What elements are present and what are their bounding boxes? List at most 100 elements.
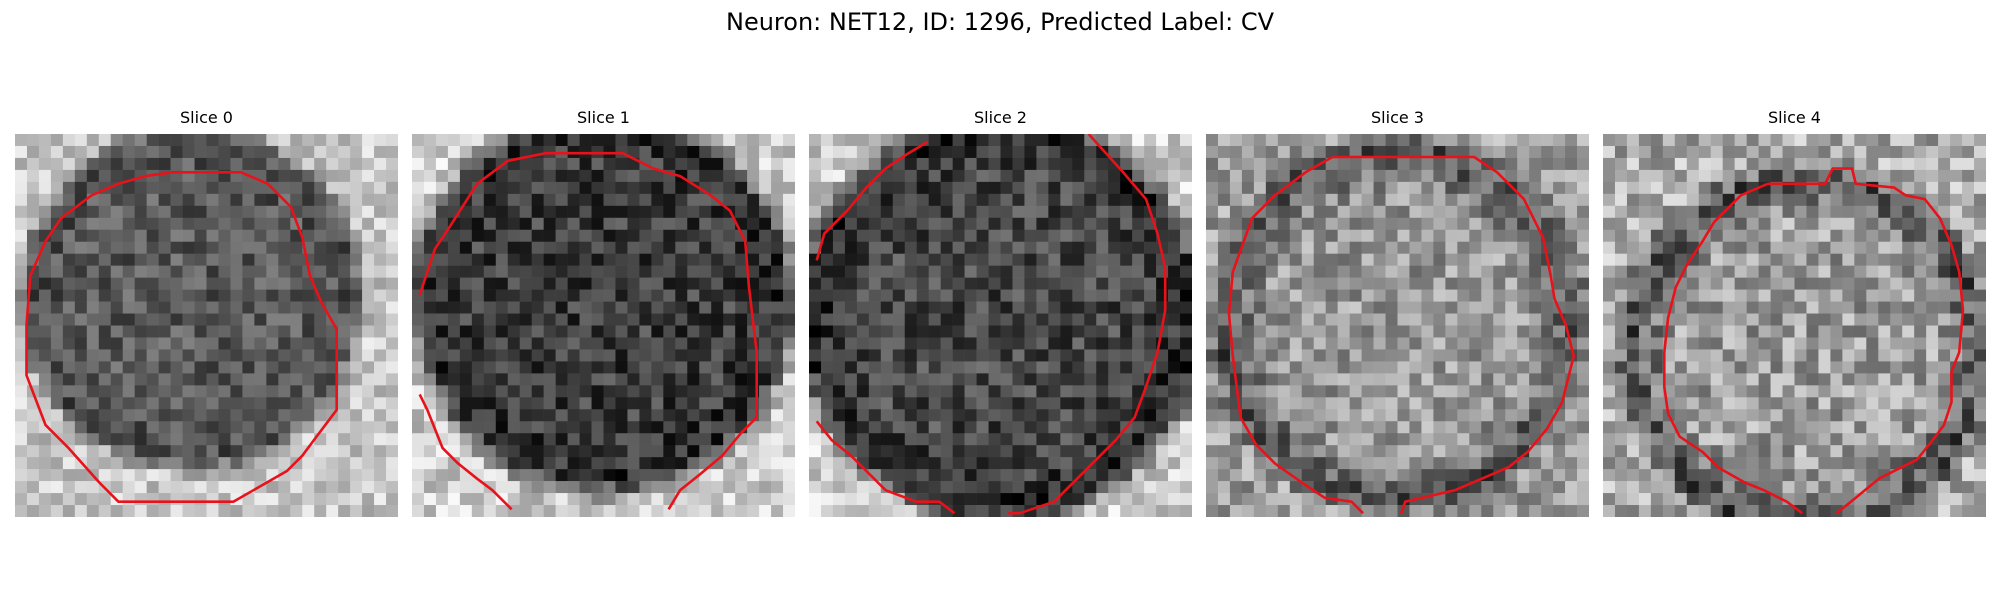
pixel [1614, 241, 1628, 254]
pixel [1397, 361, 1410, 374]
pixel [1241, 145, 1255, 159]
pixel [134, 493, 147, 506]
pixel [832, 181, 846, 195]
pixel [820, 505, 834, 517]
pixel [302, 169, 315, 183]
pixel [1337, 253, 1350, 266]
pixel [976, 457, 989, 470]
pixel [74, 409, 88, 422]
pixel [519, 134, 532, 147]
pixel [26, 361, 40, 374]
pixel [880, 181, 894, 195]
pixel [1325, 421, 1338, 434]
pixel [1746, 253, 1759, 266]
pixel [1253, 325, 1267, 338]
pixel [1361, 445, 1374, 458]
pixel [856, 397, 870, 410]
pixel [1866, 193, 1879, 207]
pixel [62, 349, 76, 362]
pixel [218, 134, 231, 147]
pixel [1638, 313, 1652, 326]
pixel [1000, 205, 1013, 219]
pixel [182, 349, 195, 362]
pixel [1445, 457, 1458, 470]
pixel [1770, 409, 1783, 422]
pixel [134, 397, 147, 410]
pixel [759, 217, 772, 231]
pixel [194, 301, 207, 314]
pixel [435, 409, 449, 422]
pixel [1156, 481, 1169, 494]
pixel [98, 157, 112, 171]
pixel [1603, 397, 1616, 410]
pixel [1132, 145, 1145, 159]
pixel [26, 409, 40, 422]
pixel [350, 469, 363, 482]
pixel [98, 134, 112, 147]
pixel [1409, 313, 1422, 326]
pixel [110, 337, 124, 350]
pixel [1529, 181, 1542, 195]
pixel [711, 277, 724, 290]
pixel [1397, 253, 1410, 266]
pixel [940, 181, 953, 195]
pixel [1794, 409, 1807, 422]
pixel [1830, 229, 1843, 243]
pixel [964, 373, 977, 386]
pixel [1072, 193, 1085, 207]
pixel [531, 193, 544, 207]
pixel [471, 505, 485, 517]
pixel [1397, 277, 1410, 290]
pixel [1156, 134, 1169, 147]
pixel [1541, 505, 1554, 517]
pixel [1878, 157, 1891, 171]
pixel [1926, 325, 1939, 338]
pixel [158, 193, 171, 207]
pixel [350, 313, 363, 326]
pixel [1782, 157, 1795, 171]
pixel [507, 385, 521, 398]
pixel [1830, 289, 1843, 302]
pixel [1096, 385, 1109, 398]
pixel [1457, 229, 1470, 243]
pixel [976, 505, 989, 517]
pixel [675, 373, 688, 386]
pixel [447, 433, 461, 446]
pixel [711, 229, 724, 243]
pixel [266, 397, 279, 410]
pixel [290, 289, 303, 302]
segmentation-contour [1332, 155, 1576, 514]
pixel [412, 337, 425, 350]
pixel [218, 505, 231, 517]
pixel [820, 457, 834, 470]
pixel [844, 169, 858, 183]
pixel [1421, 265, 1434, 278]
pixel [50, 457, 64, 470]
pixel [1565, 253, 1578, 266]
pixel [1096, 229, 1109, 243]
pixel [1603, 421, 1616, 434]
pixel [711, 301, 724, 314]
pixel [783, 241, 795, 254]
pixel [386, 145, 398, 159]
pixel [519, 157, 532, 171]
pixel [639, 217, 652, 231]
pixel [1938, 337, 1951, 350]
pixel [531, 134, 544, 147]
pixel [182, 397, 195, 410]
pixel [723, 157, 736, 171]
pixel [74, 337, 88, 350]
pixel [723, 217, 736, 231]
pixel [1770, 277, 1783, 290]
pixel [62, 469, 76, 482]
pixel [62, 289, 76, 302]
pixel [1289, 385, 1303, 398]
pixel [1217, 157, 1231, 171]
pixel [15, 181, 28, 195]
pixel [86, 337, 100, 350]
pixel [1842, 373, 1855, 386]
pixel [1337, 385, 1350, 398]
pixel [952, 469, 965, 482]
pixel [230, 325, 243, 338]
pixel [1108, 337, 1121, 350]
